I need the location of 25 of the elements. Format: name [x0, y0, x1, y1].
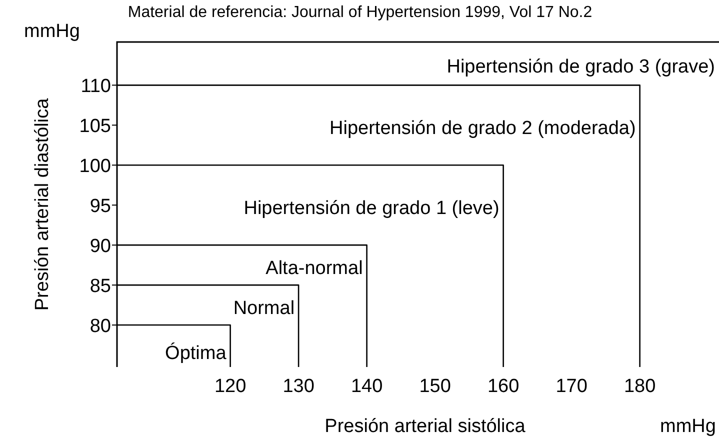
series-label: Alta-normal — [266, 258, 363, 280]
annotation: Hipertensión de grado 3 (grave) — [446, 56, 715, 78]
x-axis-title: Presión arterial sistólica — [324, 416, 526, 437]
y-tick-label: 95 — [90, 196, 111, 218]
series-label: Hipertensión de grado 2 (moderada) — [330, 118, 636, 140]
series-label: Óptima — [165, 342, 227, 364]
y-tick-label: 90 — [90, 236, 111, 258]
x-tick-label: 120 — [214, 376, 246, 397]
x-tick-label: 140 — [350, 376, 383, 397]
x-tick-label: 150 — [419, 376, 451, 397]
y-tick-label: 100 — [79, 156, 111, 178]
y-tick-label: 110 — [80, 76, 111, 98]
chart-title: Material de referencia: Journal of Hypertension 1999, Vol 17 No.2 — [128, 4, 592, 21]
text: mmHg — [660, 416, 716, 437]
y-axis-title: Presión arterial diastólica — [32, 98, 53, 311]
y-tick-label: 105 — [79, 116, 111, 138]
y-tick-label: 85 — [90, 276, 111, 298]
text: mmHg — [24, 21, 80, 42]
y-tick-label: 80 — [90, 316, 111, 338]
x-tick-label: 170 — [556, 376, 588, 397]
x-tick-label: 180 — [624, 376, 656, 397]
series-label: Hipertensión de grado 1 (leve) — [244, 198, 500, 220]
x-tick-label: 130 — [282, 376, 314, 397]
x-tick-label: 160 — [487, 376, 520, 397]
series-label: Normal — [233, 298, 295, 320]
